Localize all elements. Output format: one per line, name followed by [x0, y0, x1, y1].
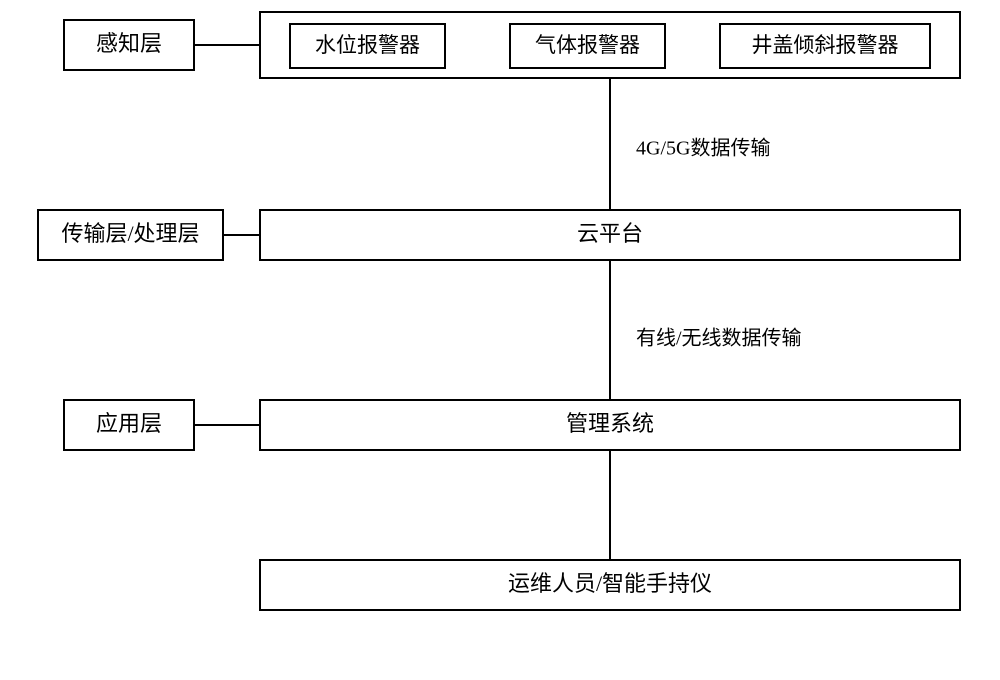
node-label-layer2_label: 传输层/处理层	[61, 221, 199, 246]
node-label-mgmt: 管理系统	[566, 411, 654, 436]
node-label-sensor_tilt: 井盖倾斜报警器	[752, 33, 899, 57]
node-label-staff: 运维人员/智能手持仪	[508, 571, 712, 596]
edge-label-sensor_group-cloud: 4G/5G数据传输	[636, 137, 770, 160]
edge-label-cloud-mgmt: 有线/无线数据传输	[636, 327, 802, 350]
node-label-cloud: 云平台	[577, 221, 643, 246]
node-label-layer1_label: 感知层	[96, 31, 162, 56]
node-label-layer3_label: 应用层	[96, 411, 162, 436]
node-label-sensor_gas: 气体报警器	[535, 33, 640, 57]
node-label-sensor_water: 水位报警器	[315, 33, 420, 57]
